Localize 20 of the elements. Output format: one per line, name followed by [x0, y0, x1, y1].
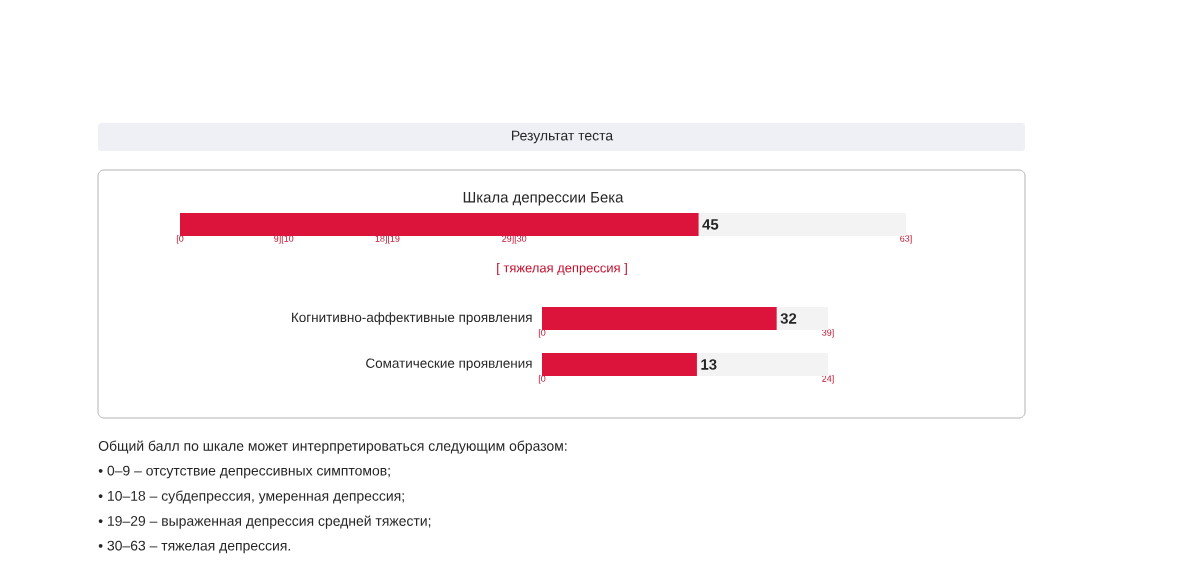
x-tick-label: 9][10: [274, 235, 294, 244]
text: Результат теста: [512, 130, 614, 144]
text: • 0–9 – отсутствие депрессивных симптомов;: [98, 465, 390, 479]
data-label: 13: [701, 359, 717, 370]
text: • 30–63 – тяжелая депрессия.: [98, 540, 290, 554]
y-tick-label: Соматические проявления: [366, 358, 532, 371]
x-tick-label: 39]: [822, 329, 834, 338]
text: [ тяжелая депрессия ]: [497, 262, 627, 276]
data-label: 32: [780, 313, 797, 324]
text: • 19–29 – выраженная депрессия средней тяжести;: [98, 515, 431, 529]
x-tick-label: 63]: [900, 235, 912, 244]
text: Общий балл по шкале может интерпретироваться следующим образом:: [98, 440, 567, 454]
y-tick-label: Когнитивно-аффективные проявления: [292, 312, 532, 325]
x-tick-label: [0: [538, 329, 546, 338]
data-label: 45: [702, 219, 719, 230]
text: • 10–18 – субдепрессия, умеренная депрессия;: [98, 490, 404, 504]
x-tick-label: 24]: [822, 375, 834, 384]
x-tick-label: [0: [176, 235, 184, 244]
chart-title: Шкала депрессии Бека: [463, 192, 624, 206]
x-tick-label: [0: [538, 375, 546, 384]
